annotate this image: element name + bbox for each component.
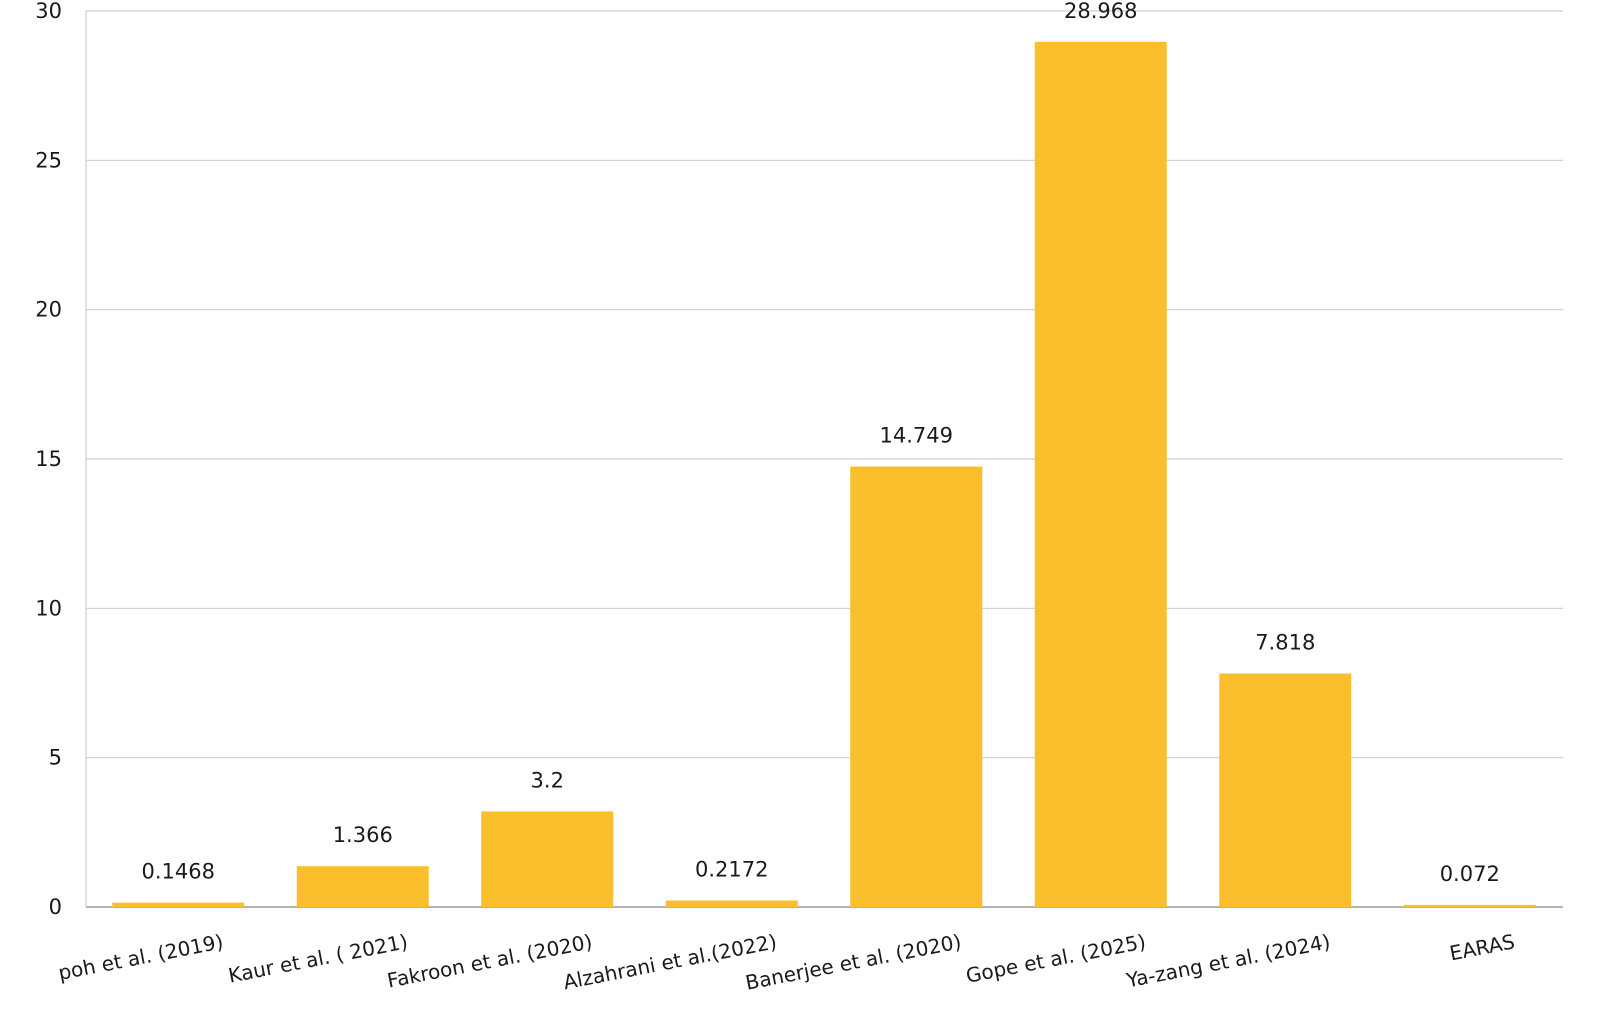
- bar: [1034, 41, 1167, 908]
- y-tick-label: 20: [35, 298, 62, 322]
- x-tick-label: Banerjee et al. (2020): [743, 929, 963, 994]
- y-tick-label: 25: [35, 148, 62, 172]
- bar: [296, 866, 429, 907]
- y-tick-label: 10: [35, 596, 62, 620]
- bar: [112, 902, 245, 907]
- data-label: 28.968: [1064, 0, 1137, 23]
- x-tick-label: Ya-zang et al. (2024): [1123, 929, 1332, 992]
- data-label: 14.749: [880, 423, 953, 447]
- y-tick-label: 5: [49, 746, 62, 770]
- x-tick-label: Gope et al. (2025): [964, 929, 1148, 987]
- data-labels: 0.1468 1.366 3.2 0.2172 14.749 28.968 7.818 0.0…: [142, 0, 1500, 886]
- bar: [1219, 673, 1352, 907]
- data-label: 1.366: [333, 823, 393, 847]
- y-tick-label: 30: [35, 0, 62, 23]
- data-label: 7.818: [1255, 631, 1315, 655]
- bar: [481, 811, 614, 907]
- bar: [850, 466, 983, 907]
- y-axis-ticks: 0 5 10 15 20 25 30: [35, 0, 62, 919]
- y-tick-label: 0: [49, 895, 62, 919]
- data-label: 3.2: [531, 768, 564, 792]
- bar: [665, 900, 798, 907]
- x-tick-label: poh et al. (2019): [56, 929, 225, 985]
- data-label: 0.2172: [695, 858, 768, 882]
- x-tick-label: Kaur et al. ( 2021): [226, 929, 409, 987]
- data-label: 0.1468: [142, 860, 215, 884]
- data-label: 0.072: [1440, 862, 1500, 886]
- bar: [1403, 904, 1536, 907]
- bars: [112, 41, 1536, 908]
- x-axis-ticks: poh et al. (2019) Kaur et al. ( 2021)Fakr…: [56, 929, 1517, 994]
- x-tick-label: EARAS: [1448, 929, 1517, 965]
- y-tick-label: 15: [35, 447, 62, 471]
